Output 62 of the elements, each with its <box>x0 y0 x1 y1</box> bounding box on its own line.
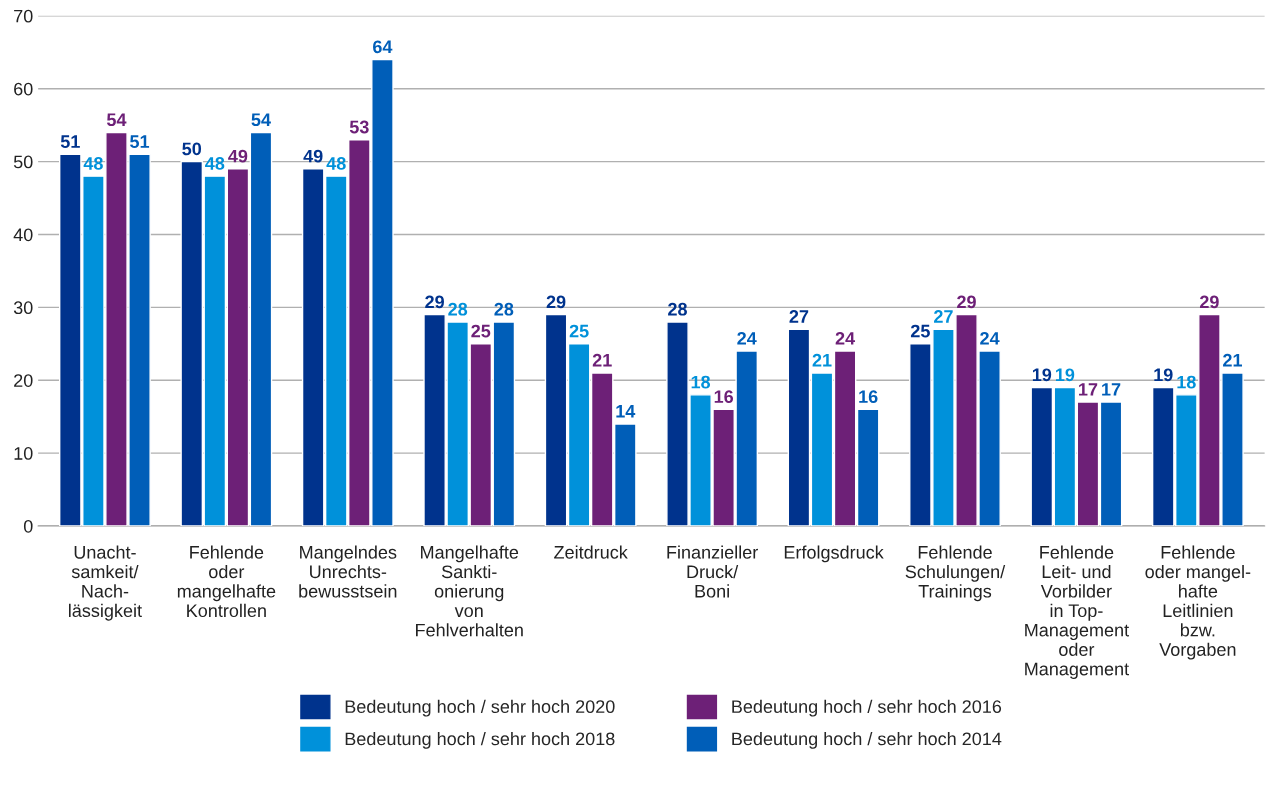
y-tick-label: 0 <box>23 519 33 533</box>
data-label: 54 <box>106 113 127 127</box>
y-tick-label: 40 <box>13 228 33 242</box>
data-label: 48 <box>83 157 103 170</box>
y-tick-label: 10 <box>14 447 33 460</box>
data-label: 21 <box>812 353 832 367</box>
data-label: 25 <box>569 324 589 338</box>
data-label: 19 <box>1032 368 1052 382</box>
data-label: 54 <box>251 113 271 127</box>
x-tick-label: Fehlende Schulungen/ Trainings <box>905 545 1006 602</box>
legend-label: Bedeutung hoch / sehr hoch 2020 <box>345 699 615 717</box>
data-label: 16 <box>859 390 878 404</box>
data-label: 27 <box>934 310 953 323</box>
data-label: 16 <box>714 390 734 404</box>
data-label: 49 <box>228 149 248 163</box>
x-tick-label: Finanzieller Druck/ Boni <box>667 545 758 598</box>
data-label: 51 <box>60 135 80 148</box>
data-label: 48 <box>326 157 346 170</box>
data-label: 50 <box>182 142 202 156</box>
data-label: 29 <box>546 295 566 309</box>
x-tick-label: Mangelhafte Sankti- onierung von Fehlverhalten <box>416 545 523 637</box>
data-label: 49 <box>303 149 323 163</box>
data-label: 27 <box>789 310 809 323</box>
data-label: 17 <box>1079 383 1098 396</box>
legend-label: Bedeutung hoch / sehr hoch 2016 <box>732 699 1002 717</box>
x-tick-label: Mangelndes Unrechts- bewusstsein <box>299 545 397 598</box>
x-tick-label: Fehlende oder mangelhafte Kontrollen <box>177 545 276 618</box>
data-label: 21 <box>1223 353 1242 367</box>
data-label: 19 <box>1055 368 1075 382</box>
data-label: 25 <box>471 324 491 338</box>
data-label: 29 <box>957 295 976 309</box>
x-tick-label: Zeitdruck <box>554 545 628 559</box>
data-label: 28 <box>668 302 687 316</box>
data-label: 24 <box>737 331 757 345</box>
data-label: 19 <box>1154 368 1173 382</box>
data-label: 21 <box>592 353 612 367</box>
y-tick-label: 20 <box>14 374 33 387</box>
data-label: 48 <box>205 157 225 170</box>
x-tick-label: Unacht- samkeit/ Nach- lässigkeit <box>69 545 142 621</box>
data-label: 64 <box>373 40 393 54</box>
y-tick-label: 70 <box>14 9 33 23</box>
y-tick-label: 50 <box>13 155 33 169</box>
data-label: 29 <box>425 295 444 309</box>
y-tick-label: 60 <box>14 82 33 96</box>
data-label: 18 <box>1177 375 1196 389</box>
data-label: 24 <box>835 331 856 345</box>
y-tick-label: 30 <box>13 301 33 315</box>
legend-label: Bedeutung hoch / sehr hoch 2018 <box>345 731 615 749</box>
data-label: 24 <box>980 331 1000 345</box>
legend-label: Bedeutung hoch / sehr hoch 2014 <box>732 731 1002 749</box>
data-label: 28 <box>448 302 468 316</box>
data-label: 17 <box>1102 383 1121 396</box>
data-label: 18 <box>691 375 711 389</box>
data-label: 28 <box>494 302 514 316</box>
x-tick-label: Fehlende oder mangel- hafte Leitlinien bzw. Vorgaben <box>1145 545 1251 660</box>
data-label: 53 <box>349 120 369 134</box>
x-tick-label: Erfolgsdruck <box>784 545 884 563</box>
data-label: 29 <box>1199 295 1219 309</box>
x-tick-label: Fehlende Leit- und Vorbilder in Top- Management oder Management <box>1025 545 1129 679</box>
data-label: 51 <box>130 135 150 148</box>
data-label: 14 <box>616 405 636 418</box>
data-label: 25 <box>910 324 930 338</box>
